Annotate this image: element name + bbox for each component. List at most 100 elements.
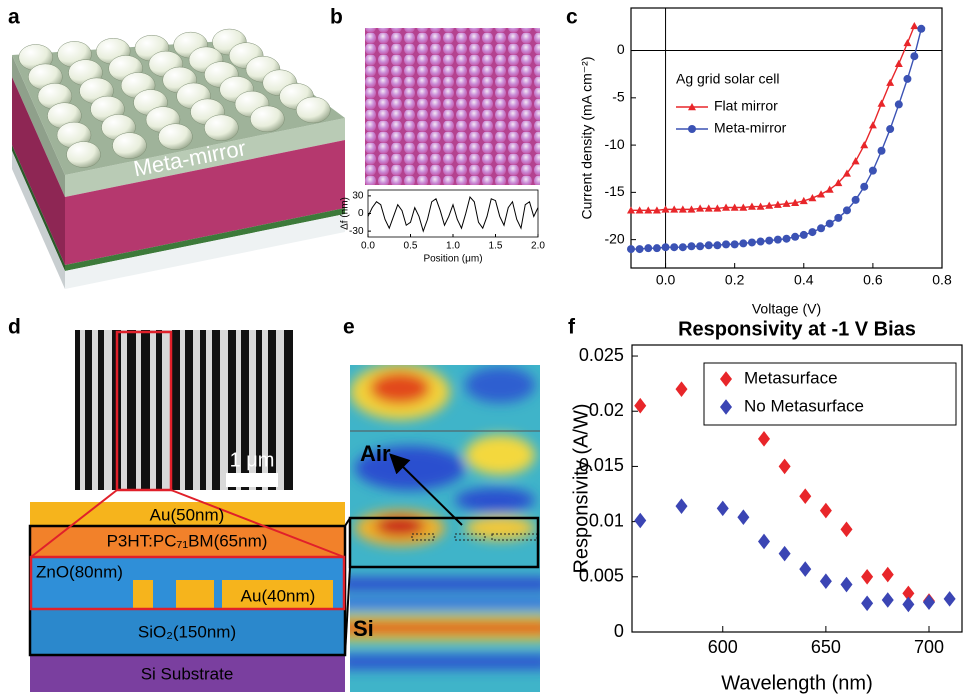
- y-tick-label: -20: [604, 230, 624, 246]
- field-band: [340, 578, 550, 590]
- panel-label: a: [8, 6, 20, 29]
- sem-stripe: [206, 330, 212, 490]
- layer-label: Au(50nm): [150, 505, 225, 524]
- marker: [817, 190, 825, 197]
- field-blob: [455, 488, 535, 512]
- marker: [758, 534, 770, 550]
- region-label: Si: [353, 616, 374, 641]
- sem-stripe: [121, 330, 127, 490]
- marker: [917, 25, 925, 33]
- marker: [737, 509, 749, 525]
- series-line: [631, 29, 921, 249]
- x-tick-label: 0.0: [361, 241, 375, 252]
- x-tick-label: 2.0: [531, 241, 545, 252]
- y-axis-label: Responsivity (A/W): [570, 403, 592, 573]
- sem-stripe: [276, 330, 284, 490]
- marker: [843, 206, 851, 214]
- marker: [765, 237, 773, 245]
- marker: [882, 567, 894, 583]
- marker: [903, 39, 911, 46]
- scale-bar: [226, 473, 278, 487]
- marker: [860, 141, 868, 148]
- marker: [882, 592, 894, 608]
- panel-label: b: [330, 6, 343, 29]
- marker: [895, 60, 903, 67]
- legend-label: No Metasurface: [744, 396, 864, 415]
- marker: [799, 488, 811, 504]
- chart-title: Responsivity at -1 V Bias: [678, 318, 916, 340]
- field-band: [340, 598, 550, 608]
- marker: [722, 240, 730, 248]
- layer-label: Si Substrate: [141, 664, 234, 683]
- legend-label: Metasurface: [744, 368, 838, 387]
- layer-label: SiO₂(150nm): [138, 622, 236, 641]
- marker: [676, 381, 688, 397]
- marker: [644, 244, 652, 252]
- hemisphere: [67, 142, 101, 168]
- marker: [757, 238, 765, 246]
- marker: [705, 241, 713, 249]
- marker: [852, 196, 860, 204]
- marker: [841, 522, 853, 538]
- x-tick-label: 0.8: [932, 271, 952, 287]
- marker: [923, 594, 935, 610]
- marker: [670, 243, 678, 251]
- marker: [817, 224, 825, 232]
- y-tick-label: -30: [349, 226, 364, 237]
- marker: [676, 498, 688, 514]
- x-tick-label: 1.0: [446, 241, 460, 252]
- sem-stripe: [193, 330, 200, 490]
- y-tick-label: 0.025: [579, 345, 624, 365]
- plot-frame: [631, 8, 942, 268]
- marker: [886, 79, 894, 86]
- marker: [713, 241, 721, 249]
- marker: [799, 561, 811, 577]
- y-tick-label: 30: [352, 191, 364, 202]
- afm-image: [365, 28, 540, 185]
- marker: [779, 459, 791, 475]
- legend-label: Meta-mirror: [714, 120, 787, 136]
- y-tick-label: -5: [612, 89, 625, 105]
- marker: [739, 239, 747, 247]
- field-blob: [465, 367, 535, 403]
- y-tick-label: 0.01: [589, 510, 624, 530]
- marker: [861, 569, 873, 585]
- marker: [944, 591, 956, 607]
- sem-stripe: [220, 330, 228, 490]
- legend-marker: [688, 125, 696, 133]
- legend-label: Flat mirror: [714, 98, 778, 114]
- marker: [679, 243, 687, 251]
- marker: [834, 214, 842, 222]
- series-line: [368, 197, 538, 231]
- y-tick-label: 0.02: [589, 400, 624, 420]
- hemisphere: [250, 106, 284, 132]
- y-axis-label: Δf (nm): [340, 197, 351, 230]
- marker: [731, 240, 739, 248]
- x-tick-label: 700: [914, 637, 944, 657]
- panel-label: d: [8, 316, 21, 339]
- x-tick-label: 0.6: [863, 271, 883, 287]
- marker: [634, 513, 646, 529]
- x-axis-label: Position (μm): [423, 254, 482, 265]
- marker: [869, 121, 877, 128]
- panel-label: c: [566, 6, 578, 29]
- field-blob: [465, 516, 535, 540]
- field-blob: [370, 372, 430, 404]
- marker: [748, 238, 756, 246]
- x-tick-label: 0.5: [404, 241, 418, 252]
- meta-mirror-illustration: Meta-mirror: [12, 29, 345, 289]
- scale-bar-label: 1 μm: [230, 449, 275, 471]
- field-band: [340, 655, 550, 669]
- marker: [902, 597, 914, 613]
- marker: [662, 243, 670, 251]
- x-axis-label: Voltage (V): [752, 301, 821, 317]
- x-tick-label: 0.0: [656, 271, 676, 287]
- marker: [627, 245, 635, 253]
- series-line: [631, 26, 914, 210]
- figure: Meta-mirror a d 1 μm Au(50nm) P3HT:PC₇₁B…: [0, 0, 963, 696]
- marker: [783, 235, 791, 243]
- x-tick-label: 600: [708, 637, 738, 657]
- marker: [910, 22, 918, 29]
- x-tick-label: 0.2: [725, 271, 745, 287]
- marker: [869, 167, 877, 175]
